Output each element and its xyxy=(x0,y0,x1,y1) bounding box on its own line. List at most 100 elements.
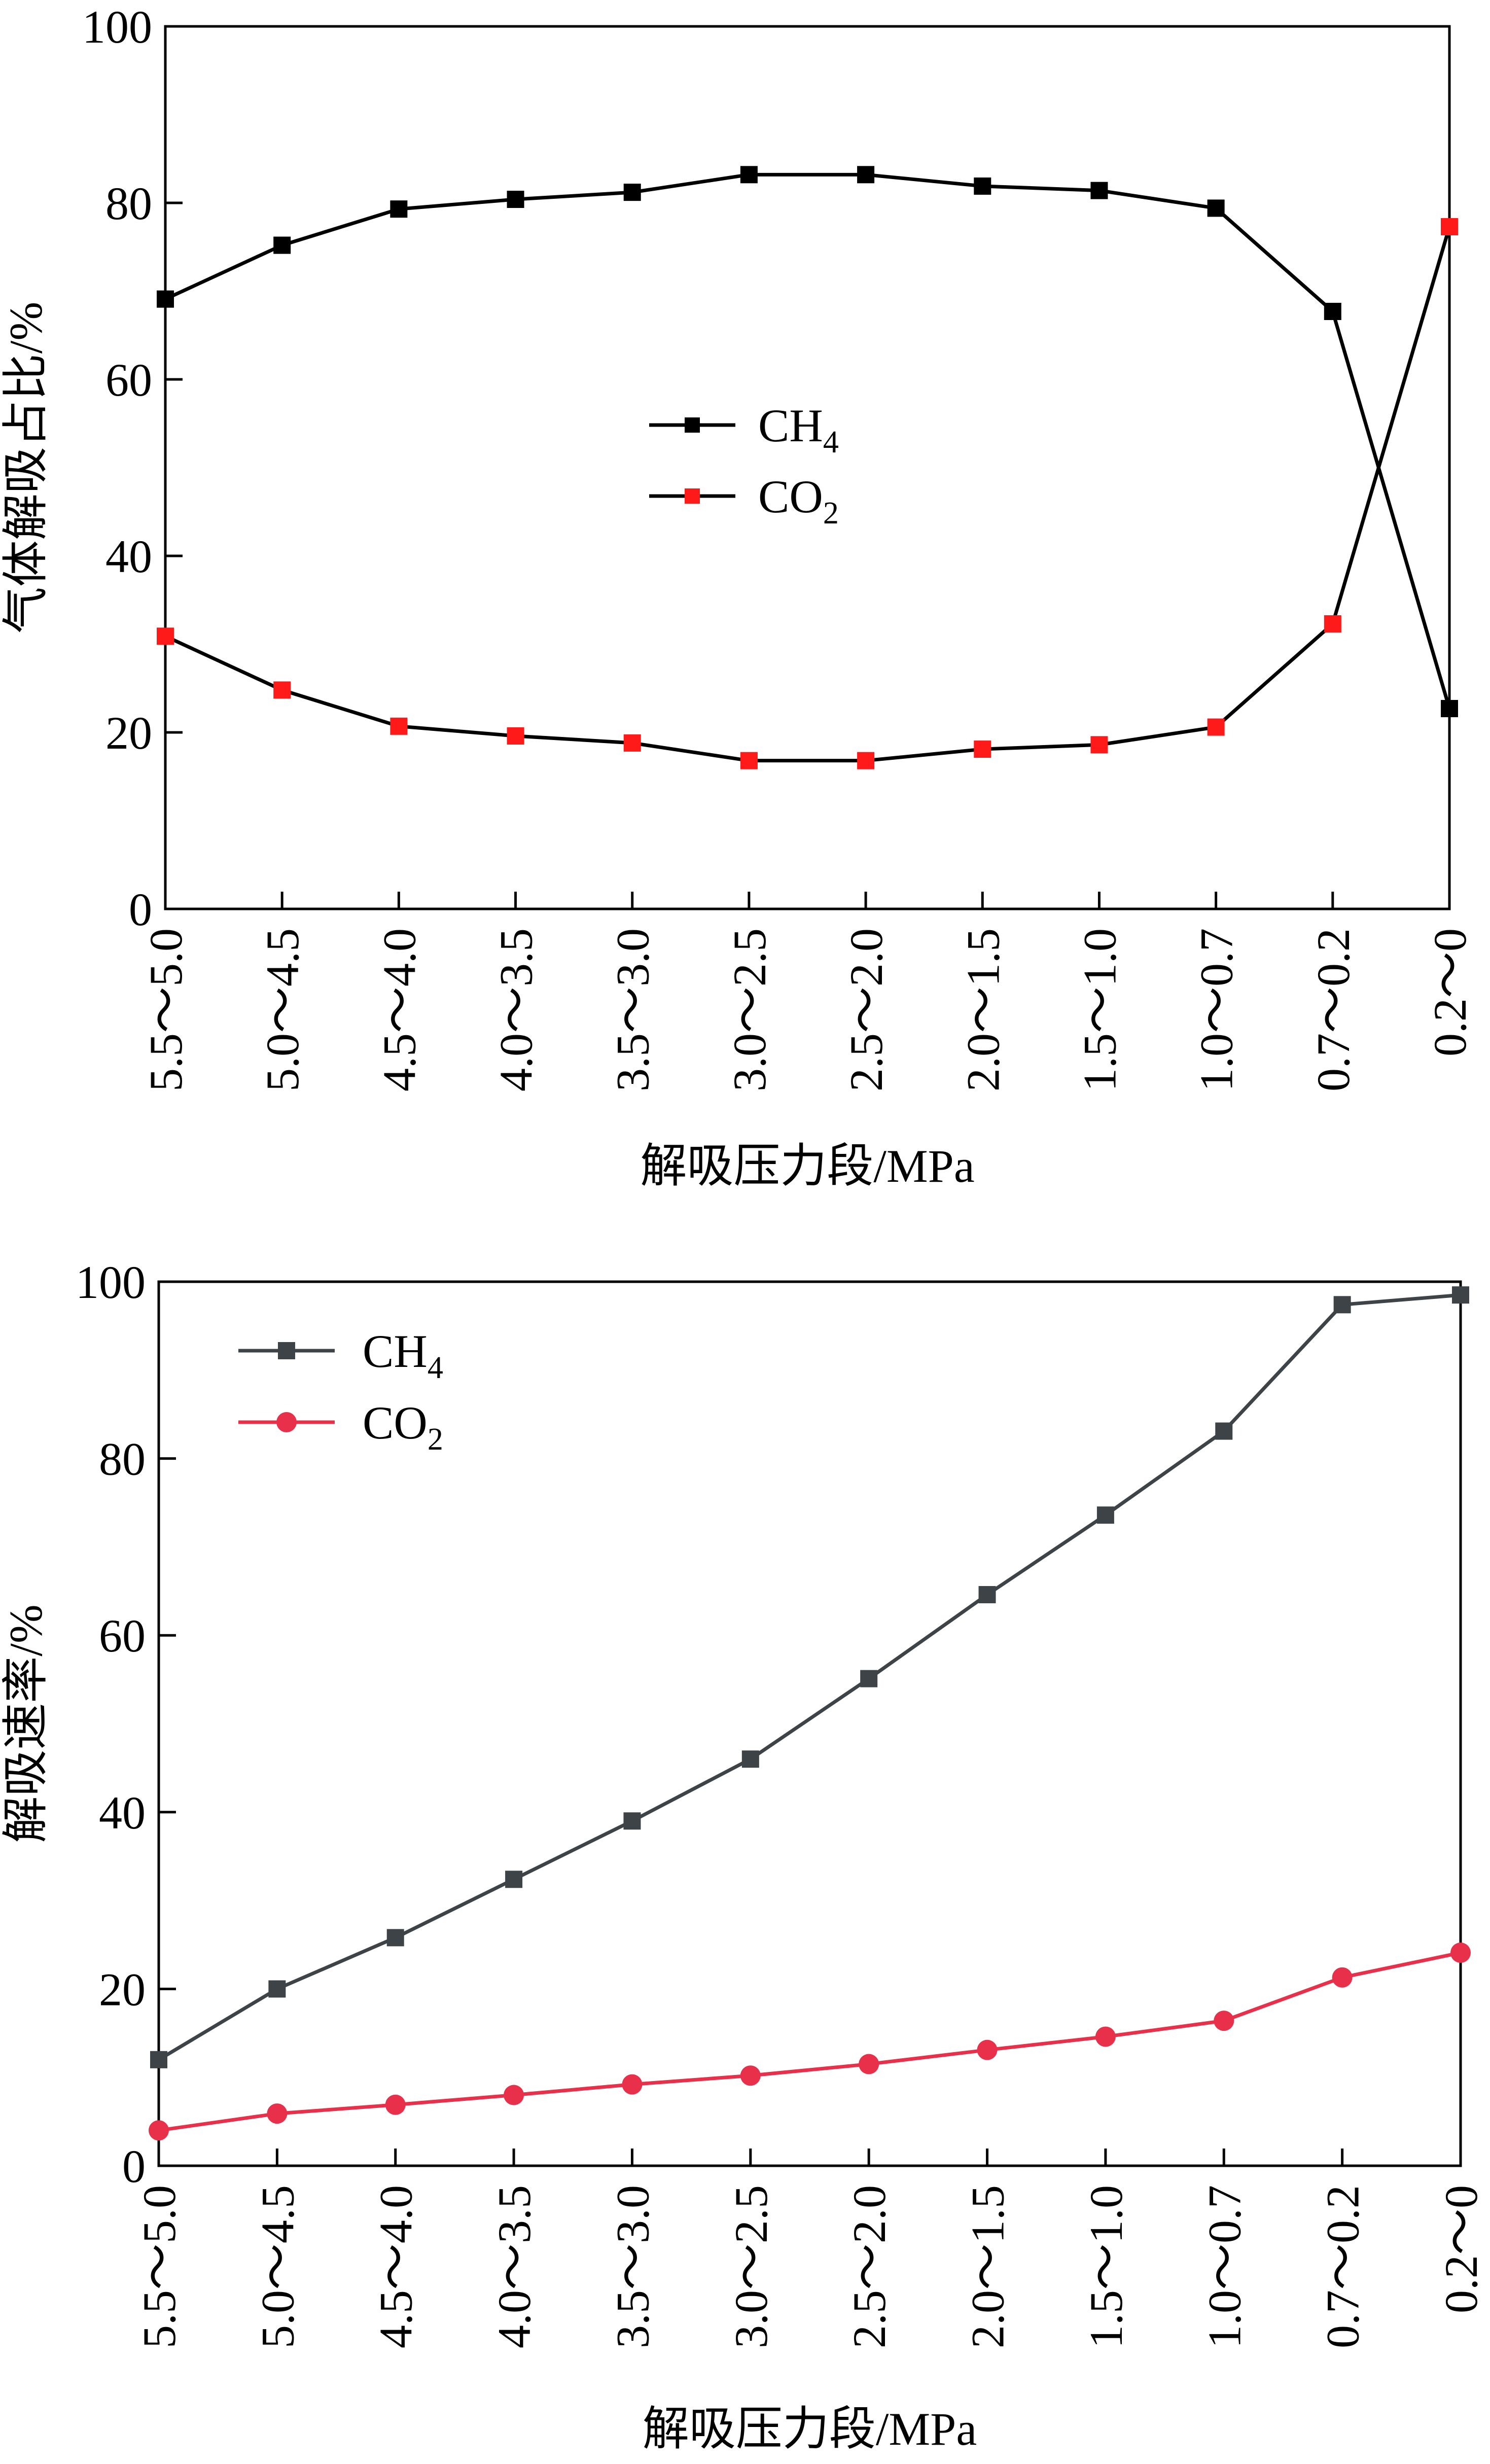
data-point xyxy=(1207,199,1225,217)
data-point xyxy=(977,2039,998,2060)
series-0 xyxy=(157,166,1458,718)
legend-subscript: 2 xyxy=(428,1422,443,1457)
legend-subscript: 2 xyxy=(823,496,839,531)
x-tick-label: 1.5～1.0 xyxy=(1074,928,1125,1092)
y-tick-label: 60 xyxy=(99,1610,146,1662)
data-point xyxy=(507,727,524,745)
data-point xyxy=(1324,303,1341,321)
x-tick-label: 3.0～2.5 xyxy=(724,928,775,1092)
data-point xyxy=(386,1929,404,1947)
series-line xyxy=(164,172,1451,710)
data-point xyxy=(1096,1506,1114,1524)
data-point xyxy=(860,1670,878,1687)
x-tick-label: 4.5～4.0 xyxy=(373,928,425,1092)
data-point xyxy=(149,2120,169,2141)
data-point xyxy=(268,1980,286,1998)
y-tick-label: 80 xyxy=(99,1433,146,1485)
chart-top: 0 20 40 60 80 100 5.5～5.0 5.0～4.5 4.5～4.0 4.0～3.5… xyxy=(0,1,1476,1192)
data-point xyxy=(1441,218,1458,235)
legend-name: CH xyxy=(363,1325,428,1377)
y-tick-label: 40 xyxy=(105,531,152,582)
x-tick-label: 0.2～0 xyxy=(1435,2185,1487,2313)
data-point xyxy=(1090,182,1108,199)
y-tick-label: 60 xyxy=(105,354,152,406)
series-line xyxy=(164,226,1451,763)
y-tick-label: 0 xyxy=(129,884,152,935)
data-point xyxy=(1324,615,1341,632)
data-point xyxy=(390,717,408,735)
legend-name: CO xyxy=(758,471,823,522)
x-tick-label: 5.0～4.5 xyxy=(257,928,308,1092)
chart-bottom: 0 20 40 60 80 100 5.5～5.0 5.0～4.5 4.5～4.0 4.0～3.5… xyxy=(0,1256,1487,2455)
data-point xyxy=(978,1586,996,1604)
legend-subscript: 4 xyxy=(823,425,839,460)
x-tick-label: 1.0～0.7 xyxy=(1198,2185,1250,2348)
data-point xyxy=(1452,1286,1469,1304)
data-point xyxy=(740,752,758,769)
data-point xyxy=(623,184,641,201)
y-tick-label: 100 xyxy=(76,1256,146,1308)
data-point xyxy=(857,166,875,184)
x-tick-label: 2.0～1.5 xyxy=(962,2185,1014,2348)
y-tick-label: 80 xyxy=(105,178,152,229)
x-tick-label: 4.5～4.0 xyxy=(370,2185,422,2348)
x-tick-label: 4.0～3.5 xyxy=(488,2185,540,2348)
data-point xyxy=(385,2094,406,2115)
legend-marker xyxy=(278,1342,295,1359)
x-axis-label: 解吸压力段/MPa xyxy=(643,2403,977,2455)
data-point xyxy=(1207,718,1225,736)
data-point xyxy=(740,166,758,184)
x-tick-label: 1.0～0.7 xyxy=(1191,928,1243,1092)
series-1 xyxy=(149,1942,1471,2141)
x-tick-label: 2.5～2.0 xyxy=(840,928,892,1092)
data-point xyxy=(741,1750,759,1768)
series-line xyxy=(158,1293,1461,2061)
legend-item-1: CO2 xyxy=(649,471,839,531)
x-tick-label: 5.0～4.5 xyxy=(252,2185,303,2348)
legend-subscript: 4 xyxy=(428,1351,443,1385)
x-tick-label: 0.7～0.2 xyxy=(1307,928,1359,1092)
legend-marker xyxy=(685,488,700,504)
data-point xyxy=(150,2051,167,2068)
data-point xyxy=(857,752,875,769)
data-point xyxy=(623,734,641,752)
plot-frame xyxy=(157,1280,1462,2167)
legend-item-1: CO2 xyxy=(238,1397,443,1457)
x-tick-label: 3.0～2.5 xyxy=(725,2185,777,2348)
data-point xyxy=(974,177,991,195)
series-0 xyxy=(150,1286,1469,2068)
legend-name: CO xyxy=(363,1397,428,1449)
x-tick-label: 5.5～5.0 xyxy=(140,928,192,1092)
x-tick-label: 1.5～1.0 xyxy=(1080,2185,1132,2348)
x-tick-label: 3.5～3.0 xyxy=(607,928,659,1092)
data-point xyxy=(273,681,291,699)
data-point xyxy=(505,1871,523,1888)
data-point xyxy=(859,2054,879,2074)
y-axis-label: 解吸速率/% xyxy=(0,1604,52,1843)
y-tick-label: 20 xyxy=(99,1963,146,2015)
legend-label: CO2 xyxy=(363,1397,443,1457)
data-point xyxy=(157,290,174,308)
x-tick-label: 5.5～5.0 xyxy=(133,2185,185,2348)
y-tick-label: 0 xyxy=(122,2140,146,2192)
legend-item-0: CH4 xyxy=(238,1325,443,1385)
data-point xyxy=(1095,2026,1116,2047)
data-point xyxy=(740,2065,761,2086)
y-tick-label: 20 xyxy=(105,707,152,759)
plot-frame xyxy=(164,25,1451,910)
x-tick-label: 0.7～0.2 xyxy=(1317,2185,1369,2348)
x-tick-label: 2.5～2.0 xyxy=(843,2185,895,2348)
x-tick-label: 0.2～0 xyxy=(1424,928,1476,1057)
data-point xyxy=(1333,1296,1351,1314)
legend-name: CH xyxy=(758,400,823,451)
legend-marker xyxy=(276,1412,297,1432)
y-tick-label: 100 xyxy=(82,1,152,53)
data-point xyxy=(623,1812,641,1830)
legend-label: CH4 xyxy=(758,400,839,460)
data-point xyxy=(273,236,291,254)
data-point xyxy=(157,627,174,645)
legend-label: CH4 xyxy=(363,1325,443,1385)
data-point xyxy=(1441,700,1458,718)
legend-marker xyxy=(685,417,700,433)
